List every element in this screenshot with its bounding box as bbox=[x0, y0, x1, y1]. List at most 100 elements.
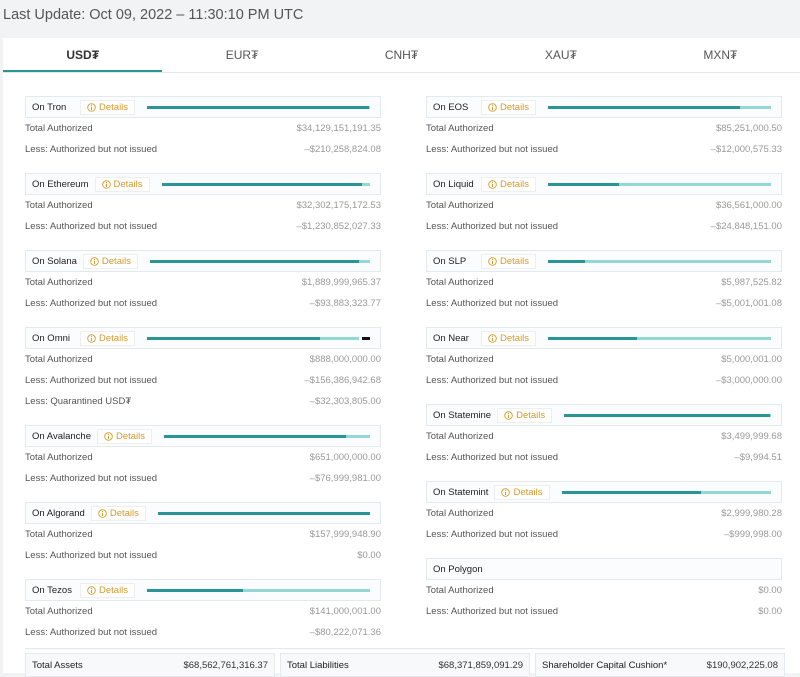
issued-bar bbox=[561, 490, 772, 494]
chain-name: On Tron bbox=[32, 101, 67, 113]
details-text[interactable]: Details bbox=[99, 101, 129, 113]
details-button[interactable]: Details bbox=[82, 253, 138, 269]
row-label: Less: Authorized but not issued bbox=[25, 550, 158, 561]
issued-bar bbox=[548, 182, 771, 186]
chain-name: On EOS bbox=[433, 101, 469, 113]
row-label: Total Authorized bbox=[426, 508, 494, 519]
amount-row: Less: Authorized but not issued –$3,000,0… bbox=[426, 370, 782, 391]
column: On Tron Details Total Authorized $34,129,15… bbox=[25, 96, 381, 656]
amount-row: Less: Authorized but not issued –$5,001,0… bbox=[426, 293, 782, 314]
row-value: –$76,999,981.00 bbox=[309, 473, 381, 484]
chain-header: On Statemint Details bbox=[426, 481, 782, 503]
details-text[interactable]: Details bbox=[500, 178, 530, 190]
details-text[interactable]: Details bbox=[500, 101, 530, 113]
not-issued-segment bbox=[619, 182, 771, 186]
tab[interactable]: XAU₮ bbox=[544, 48, 577, 62]
chain-header: On Liquid Details bbox=[426, 173, 782, 195]
chain-header: On Omni Details bbox=[25, 327, 381, 349]
issued-bar bbox=[164, 434, 370, 438]
details-text[interactable]: Details bbox=[99, 584, 129, 596]
chain-block: On Solana Details Total Authorized $1,889,9… bbox=[25, 250, 381, 314]
details-text[interactable]: Details bbox=[500, 332, 530, 344]
row-value: $141,000,001.00 bbox=[309, 606, 381, 617]
last-update: Last Update: Oct 09, 2022 – 11:30:10 PM … bbox=[3, 7, 304, 23]
amount-row: Less: Quarantined USD₮ –$32,303,805.00 bbox=[25, 391, 381, 412]
details-button[interactable]: Details bbox=[80, 582, 136, 598]
chain-name: On Tezos bbox=[32, 584, 72, 596]
tab[interactable]: MXN₮ bbox=[703, 48, 738, 62]
not-issued-segment bbox=[701, 490, 771, 494]
chain-block: On Statemine Details Total Authorized $3,49… bbox=[426, 404, 782, 468]
details-text[interactable]: Details bbox=[109, 507, 139, 519]
chain-block: On Statemint Details Total Authorized $2,99… bbox=[426, 481, 782, 545]
details-button[interactable]: Details bbox=[481, 253, 537, 269]
details-text[interactable]: Details bbox=[115, 430, 146, 442]
chain-name: On Polygon bbox=[433, 563, 483, 575]
details-button[interactable]: Details bbox=[494, 484, 550, 500]
info-icon bbox=[488, 333, 497, 343]
details-button[interactable]: Details bbox=[96, 428, 153, 444]
details-button[interactable]: Details bbox=[94, 176, 150, 192]
tab[interactable]: USD₮ bbox=[3, 38, 163, 72]
info-icon bbox=[104, 431, 113, 441]
row-label: Less: Authorized but not issued bbox=[426, 529, 559, 540]
row-value: –$80,222,071.36 bbox=[309, 627, 381, 638]
amount-row: Less: Authorized but not issued –$156,386… bbox=[25, 370, 381, 391]
details-button[interactable]: Details bbox=[497, 407, 553, 423]
not-issued-segment bbox=[637, 336, 771, 340]
tab[interactable]: EUR₮ bbox=[225, 48, 259, 62]
details-button[interactable]: Details bbox=[481, 330, 537, 346]
details-text[interactable]: Details bbox=[500, 255, 530, 267]
row-label: Total Authorized bbox=[25, 529, 93, 540]
details-text[interactable]: Details bbox=[113, 178, 143, 190]
chain-name: On Algorand bbox=[32, 507, 85, 519]
amount-row: Total Authorized $888,000,000.00 bbox=[25, 349, 381, 370]
summary-label: Total Assets bbox=[32, 659, 83, 671]
tabs: USD₮ EUR₮ CNH₮ XAU₮ MXN₮ bbox=[3, 38, 800, 73]
details-text[interactable]: Details bbox=[516, 409, 546, 421]
amount-row: Less: Authorized but not issued –$9,994.5… bbox=[426, 447, 782, 468]
row-label: Less: Authorized but not issued bbox=[25, 144, 158, 155]
details-text[interactable]: Details bbox=[101, 255, 131, 267]
issued-bar bbox=[548, 259, 771, 263]
info-icon bbox=[488, 102, 497, 112]
info-icon bbox=[488, 256, 497, 266]
not-issued-segment bbox=[368, 105, 370, 109]
row-label: Less: Authorized but not issued bbox=[426, 452, 559, 463]
details-button[interactable]: Details bbox=[80, 330, 136, 346]
issued-segment bbox=[164, 434, 346, 438]
issued-segment bbox=[147, 105, 369, 109]
issued-segment bbox=[157, 511, 370, 515]
details-button[interactable]: Details bbox=[90, 505, 146, 521]
row-label: Total Authorized bbox=[25, 277, 93, 288]
issued-bar bbox=[548, 105, 771, 109]
row-value: –$210,258,824.08 bbox=[304, 144, 381, 155]
row-label: Total Authorized bbox=[25, 354, 93, 365]
not-issued-segment bbox=[345, 434, 370, 438]
panel: USD₮ EUR₮ CNH₮ XAU₮ MXN₮ On Tron Details Total… bbox=[3, 38, 800, 677]
tab[interactable]: CNH₮ bbox=[384, 48, 419, 62]
details-text[interactable]: Details bbox=[513, 486, 543, 498]
amount-row: Total Authorized $36,561,000.00 bbox=[426, 195, 782, 216]
issued-segment bbox=[548, 182, 620, 186]
amount-row: Total Authorized $1,889,999,965.37 bbox=[25, 272, 381, 293]
details-text[interactable]: Details bbox=[99, 332, 129, 344]
row-value: $1,889,999,965.37 bbox=[301, 277, 381, 288]
info-icon bbox=[501, 487, 511, 497]
details-button[interactable]: Details bbox=[481, 176, 537, 192]
issued-segment bbox=[548, 105, 740, 109]
chain-name: On Solana bbox=[32, 255, 77, 267]
chain-name: On SLP bbox=[433, 255, 467, 267]
chain-header: On Tron Details bbox=[25, 96, 381, 118]
chain-header: On Statemine Details bbox=[426, 404, 782, 426]
details-button[interactable]: Details bbox=[80, 99, 136, 115]
details-button[interactable]: Details bbox=[481, 99, 537, 115]
not-issued-segment bbox=[739, 105, 771, 109]
amount-row: Total Authorized $3,499,999.68 bbox=[426, 426, 782, 447]
amount-row: Less: Authorized but not issued –$210,258… bbox=[25, 139, 381, 160]
row-label: Less: Authorized but not issued bbox=[426, 375, 559, 386]
row-value: –$93,883,323.77 bbox=[309, 298, 381, 309]
info-icon bbox=[101, 179, 111, 189]
not-issued-segment bbox=[359, 259, 370, 263]
